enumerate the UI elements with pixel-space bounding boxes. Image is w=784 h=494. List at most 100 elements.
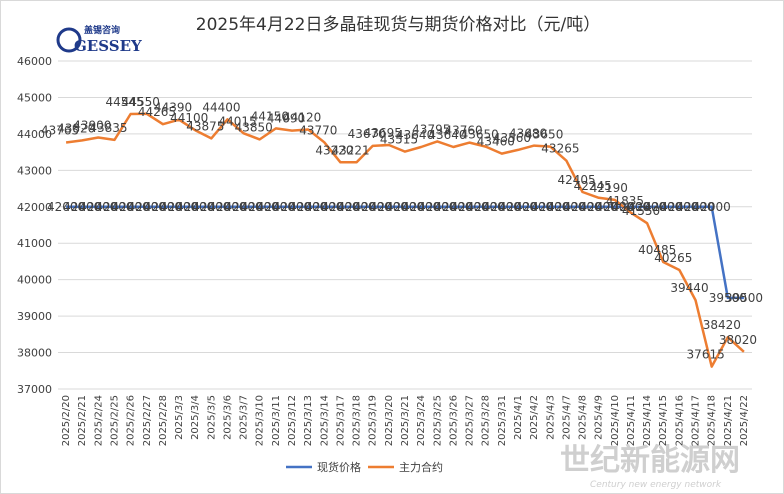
data-label: 42000 bbox=[660, 200, 698, 214]
data-label: 42000 bbox=[499, 200, 537, 214]
data-label: 42000 bbox=[580, 200, 618, 214]
x-tick-label: 2025/3/26 bbox=[448, 395, 459, 446]
y-tick-label: 39000 bbox=[17, 310, 52, 323]
series-line-1[interactable] bbox=[65, 112, 745, 368]
data-label: 42000 bbox=[354, 200, 392, 214]
data-label: 43640 bbox=[396, 128, 434, 142]
data-label: 42000 bbox=[241, 200, 279, 214]
data-label: 40485 bbox=[638, 243, 676, 257]
data-label: 42000 bbox=[370, 200, 408, 214]
data-label: 43820 bbox=[57, 121, 95, 135]
data-label: 43265 bbox=[541, 142, 579, 156]
data-label: 42000 bbox=[676, 200, 714, 214]
data-label: 43220 bbox=[315, 143, 353, 157]
data-label: 44120 bbox=[283, 111, 321, 125]
y-tick-label: 45000 bbox=[17, 91, 52, 104]
data-label: 42000 bbox=[531, 200, 569, 214]
data-label: 44150 bbox=[251, 109, 289, 123]
data-label-layer: 4200042000420004200042000420004200042000… bbox=[41, 95, 763, 362]
data-label: 42000 bbox=[434, 200, 472, 214]
x-tick-label: 2025/3/19 bbox=[368, 395, 379, 446]
data-label: 42000 bbox=[208, 200, 246, 214]
data-label: 42000 bbox=[128, 200, 166, 214]
data-label: 42000 bbox=[144, 200, 182, 214]
y-tick-label: 37000 bbox=[17, 383, 52, 396]
x-tick-label: 2025/3/5 bbox=[206, 395, 217, 440]
data-label: 42000 bbox=[563, 200, 601, 214]
series-line-0[interactable] bbox=[66, 205, 744, 300]
data-label: 42000 bbox=[467, 200, 505, 214]
data-label: 44400 bbox=[202, 100, 240, 114]
watermark-cn: 世纪新能源网 bbox=[560, 443, 740, 478]
x-tick-label: 2025/3/4 bbox=[190, 395, 201, 440]
x-tick-label: 2025/4/15 bbox=[658, 395, 669, 446]
data-label: 43640 bbox=[428, 128, 466, 142]
y-axis-ticks: 37000 38000 39000 40000 41000 42000 43000 44000… bbox=[17, 55, 52, 396]
y-tick-label: 41000 bbox=[17, 237, 52, 250]
data-label: 43760 bbox=[444, 124, 482, 138]
data-label: 42000 bbox=[176, 200, 214, 214]
x-tick-label: 2025/4/3 bbox=[545, 395, 556, 440]
data-label: 43850 bbox=[235, 120, 273, 134]
x-tick-label: 2025/2/27 bbox=[142, 395, 153, 446]
data-label: 42000 bbox=[305, 200, 343, 214]
data-label: 43835 bbox=[89, 121, 127, 135]
x-tick-label: 2025/2/26 bbox=[126, 395, 137, 446]
data-label: 42000 bbox=[273, 200, 311, 214]
data-label: 44090 bbox=[267, 112, 305, 126]
x-tick-label: 2025/2/25 bbox=[109, 395, 120, 446]
data-label: 42000 bbox=[337, 200, 375, 214]
x-tick-label: 2025/4/2 bbox=[529, 395, 540, 440]
data-label: 42190 bbox=[590, 181, 628, 195]
data-label: 39500 bbox=[709, 291, 747, 305]
x-tick-label: 2025/4/18 bbox=[707, 395, 718, 446]
x-tick-label: 2025/4/11 bbox=[626, 395, 637, 446]
x-tick-label: 2025/4/16 bbox=[674, 395, 685, 446]
x-tick-label: 2025/2/20 bbox=[61, 395, 72, 446]
data-label: 44390 bbox=[154, 101, 192, 115]
y-tick-label: 46000 bbox=[17, 55, 52, 68]
x-tick-label: 2025/3/20 bbox=[384, 395, 395, 446]
data-label: 42000 bbox=[47, 200, 85, 214]
data-label: 43695 bbox=[364, 126, 402, 140]
x-tick-label: 2025/3/31 bbox=[497, 395, 508, 446]
data-label: 42000 bbox=[402, 200, 440, 214]
chart-title: 2025年4月22日多晶硅现货与期货价格对比（元/吨） bbox=[196, 15, 600, 35]
data-label: 41835 bbox=[606, 194, 644, 208]
x-tick-label: 2025/4/14 bbox=[642, 395, 653, 446]
x-tick-label: 2025/3/21 bbox=[400, 395, 411, 446]
x-tick-label: 2025/2/21 bbox=[77, 395, 88, 446]
data-label: 42000 bbox=[289, 200, 327, 214]
data-label: 42000 bbox=[192, 200, 230, 214]
y-tick-label: 40000 bbox=[17, 274, 52, 287]
x-tick-label: 2025/4/9 bbox=[594, 395, 605, 440]
x-tick-label: 2025/4/10 bbox=[610, 395, 621, 446]
legend[interactable]: 现货价格 主力合约 bbox=[286, 460, 443, 474]
logo-en: GESSEY bbox=[74, 37, 142, 55]
data-label: 43770 bbox=[299, 123, 337, 137]
logo-cn: 盖锡咨询 bbox=[84, 24, 120, 36]
x-tick-label: 2025/3/18 bbox=[352, 395, 363, 446]
data-label: 44265 bbox=[138, 105, 176, 119]
data-label: 43795 bbox=[412, 122, 450, 136]
data-label: 40265 bbox=[654, 251, 692, 265]
data-label: 42000 bbox=[612, 200, 650, 214]
x-tick-label: 2025/3/11 bbox=[271, 395, 282, 446]
data-label: 43560 bbox=[493, 131, 531, 145]
data-label: 44015 bbox=[219, 114, 257, 128]
data-label: 42000 bbox=[63, 200, 101, 214]
series-layer bbox=[65, 112, 745, 368]
data-label: 42000 bbox=[95, 200, 133, 214]
x-tick-label: 2025/3/13 bbox=[303, 395, 314, 446]
data-label: 42000 bbox=[112, 200, 150, 214]
data-label: 39500 bbox=[725, 291, 763, 305]
data-label: 42000 bbox=[321, 200, 359, 214]
x-tick-label: 2025/4/21 bbox=[723, 395, 734, 446]
data-label: 42000 bbox=[596, 200, 634, 214]
data-label: 42000 bbox=[644, 200, 682, 214]
x-tick-label: 2025/3/27 bbox=[465, 395, 476, 446]
watermark: 世纪新能源网 Century new energy network bbox=[560, 443, 740, 490]
x-tick-label: 2025/3/10 bbox=[255, 395, 266, 446]
